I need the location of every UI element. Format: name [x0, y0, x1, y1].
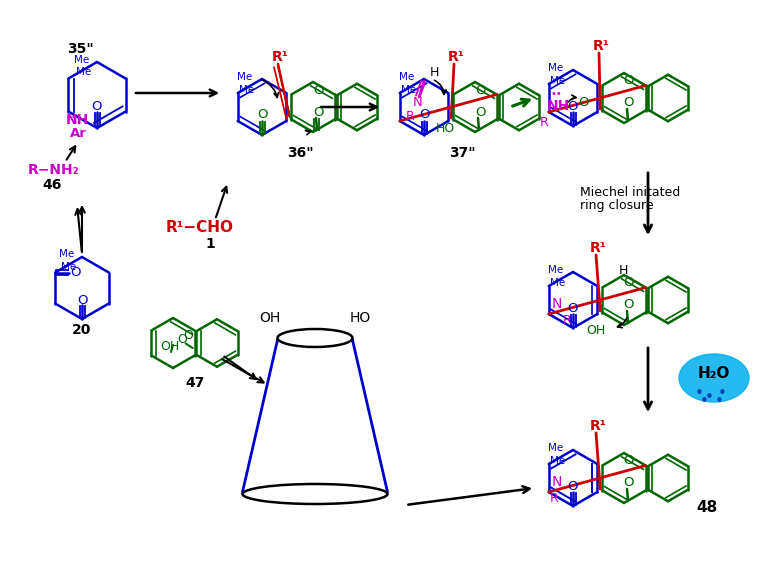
Text: R¹−CHO: R¹−CHO: [166, 221, 234, 236]
Text: 35": 35": [67, 42, 94, 56]
Text: O: O: [578, 95, 589, 108]
Ellipse shape: [679, 354, 749, 402]
Text: Me: Me: [548, 63, 563, 73]
Text: 47: 47: [185, 376, 205, 390]
Text: OH: OH: [161, 339, 180, 353]
Text: Me: Me: [399, 72, 414, 82]
Text: OH: OH: [587, 324, 606, 336]
Text: R−NH₂: R−NH₂: [28, 163, 80, 177]
Text: O: O: [70, 266, 81, 279]
Text: Me: Me: [548, 265, 563, 275]
Text: NH: NH: [66, 112, 89, 126]
Text: HO: HO: [435, 122, 455, 136]
Text: •: •: [700, 394, 708, 409]
Text: O: O: [624, 74, 634, 88]
Text: R¹: R¹: [448, 50, 465, 64]
Text: O: O: [624, 477, 634, 490]
Text: Miechel initated: Miechel initated: [580, 185, 680, 198]
Text: O: O: [624, 455, 634, 467]
Text: NH: NH: [547, 99, 571, 113]
Text: N: N: [551, 297, 562, 311]
Text: •: •: [704, 391, 713, 405]
Text: HO: HO: [350, 311, 371, 325]
Text: O: O: [624, 277, 634, 290]
Text: ••: ••: [551, 89, 563, 99]
Text: 37": 37": [449, 146, 475, 160]
Text: O: O: [257, 108, 267, 122]
Text: R¹: R¹: [590, 241, 607, 255]
Text: Me: Me: [237, 72, 252, 82]
Text: Me: Me: [58, 249, 74, 259]
Text: •: •: [714, 394, 723, 409]
Text: Me: Me: [74, 55, 89, 65]
Text: 36": 36": [287, 146, 313, 160]
Text: O: O: [313, 105, 323, 119]
Text: H: H: [429, 66, 439, 78]
Text: 46: 46: [42, 178, 61, 192]
Text: ring closure: ring closure: [580, 199, 654, 212]
Text: O: O: [313, 84, 323, 97]
Text: O: O: [177, 333, 187, 346]
Text: 48: 48: [696, 501, 717, 515]
Text: N: N: [413, 97, 423, 109]
Text: ••: ••: [65, 112, 78, 122]
Text: Me: Me: [239, 85, 254, 95]
Text: O: O: [624, 97, 634, 109]
Text: 20: 20: [72, 323, 91, 337]
Text: •: •: [694, 387, 703, 401]
Text: R: R: [406, 111, 415, 123]
Text: O: O: [568, 480, 578, 493]
Text: O: O: [77, 294, 88, 307]
Text: O: O: [568, 99, 578, 112]
Text: O: O: [475, 84, 485, 97]
Text: R¹: R¹: [593, 39, 610, 53]
Text: •: •: [717, 387, 727, 401]
Text: H₂O: H₂O: [698, 366, 730, 381]
Text: O: O: [419, 108, 429, 122]
Text: H: H: [618, 263, 627, 277]
Text: R: R: [549, 491, 558, 504]
Text: Me: Me: [548, 443, 563, 453]
Text: O: O: [624, 298, 634, 311]
Text: Me: Me: [61, 262, 76, 272]
Text: O: O: [475, 105, 485, 119]
Text: R: R: [562, 314, 571, 326]
Text: R: R: [539, 115, 548, 129]
Text: Me: Me: [76, 67, 91, 77]
Text: 1: 1: [205, 237, 215, 251]
Text: Me: Me: [550, 76, 565, 86]
Text: N: N: [551, 475, 562, 489]
Text: O: O: [568, 301, 578, 315]
Text: O: O: [91, 99, 102, 112]
Text: Me: Me: [550, 456, 565, 466]
Text: Me: Me: [401, 85, 416, 95]
Text: R¹: R¹: [590, 419, 607, 433]
Text: OH: OH: [259, 311, 280, 325]
Text: Me: Me: [550, 278, 565, 288]
Text: O: O: [184, 329, 194, 342]
Text: R¹: R¹: [272, 50, 289, 64]
Text: Ar: Ar: [70, 127, 87, 140]
